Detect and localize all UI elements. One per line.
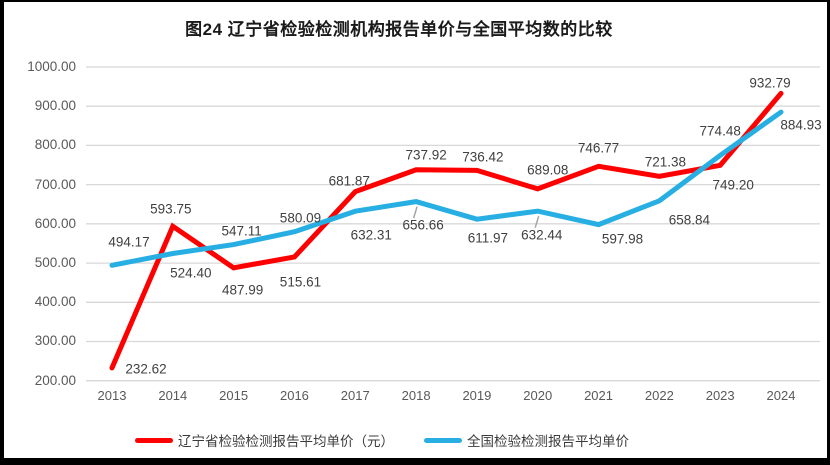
- data-label-series-1: 656.66: [402, 217, 444, 233]
- data-label-series-0: 737.92: [405, 147, 447, 163]
- data-label-series-0: 593.75: [150, 201, 192, 217]
- data-label-series-0: 746.77: [577, 140, 620, 156]
- y-axis-tick-label: 900.00: [34, 98, 76, 114]
- data-label-series-0: 932.79: [749, 75, 791, 91]
- data-label-series-1: 611.97: [467, 230, 509, 246]
- data-label-series-1: 524.40: [170, 265, 212, 281]
- series-line-0: [109, 90, 784, 371]
- data-label-series-0: 232.62: [125, 361, 167, 377]
- x-axis-tick-label: 2021: [584, 388, 613, 403]
- data-label-series-1: 597.98: [601, 231, 644, 247]
- data-label-series-1: 580.09: [279, 210, 322, 226]
- x-axis-tick-label: 2017: [340, 388, 370, 403]
- legend-item-1: 全国检验检测报告平均单价: [424, 430, 629, 450]
- label-leader-line: [412, 206, 418, 219]
- data-label-series-0: 681.87: [328, 173, 370, 189]
- data-label-series-0: 487.99: [221, 282, 264, 298]
- y-axis-tick-label: 1000.00: [27, 59, 76, 74]
- data-label-series-1: 632.31: [350, 227, 392, 243]
- legend-line-swatch: [135, 437, 173, 443]
- y-axis-tick-label: 800.00: [34, 137, 76, 153]
- x-axis-tick-label: 2020: [523, 388, 553, 403]
- x-axis-tick-label: 2018: [401, 388, 431, 403]
- x-axis-tick-label: 2015: [219, 388, 249, 403]
- chart-title: 图24 辽宁省检验检测机构报告单价与全国平均数的比较: [185, 20, 613, 39]
- data-label-series-0: 721.38: [644, 154, 687, 170]
- data-label-series-1: 494.17: [108, 234, 150, 250]
- y-axis-tick-label: 400.00: [34, 294, 76, 310]
- y-axis-tick-label: 200.00: [34, 372, 76, 388]
- legend-label: 辽宁省检验检测报告平均单价（元）: [178, 434, 394, 449]
- x-axis-tick-label: 2023: [705, 388, 735, 403]
- y-axis-tick-label: 600.00: [34, 215, 76, 231]
- data-label-series-0: 749.20: [712, 177, 754, 193]
- data-label-series-1: 774.48: [699, 123, 741, 139]
- legend-item-0: 辽宁省检验检测报告平均单价（元）: [135, 430, 394, 450]
- data-label-series-1: 632.44: [521, 227, 563, 243]
- x-axis-tick-label: 2019: [462, 388, 492, 403]
- data-label-series-1: 547.11: [221, 223, 262, 239]
- label-leader-line: [534, 215, 540, 228]
- x-axis-tick-label: 2016: [279, 388, 309, 403]
- y-axis-tick-label: 500.00: [34, 255, 76, 271]
- x-axis-tick-label: 2014: [158, 388, 188, 403]
- y-axis-tick-label: 700.00: [34, 176, 76, 192]
- legend-label: 全国检验检测报告平均单价: [467, 434, 629, 449]
- data-label-series-1: 884.93: [780, 117, 822, 133]
- chart-legend: 辽宁省检验检测报告平均单价（元） 全国检验检测报告平均单价: [4, 430, 760, 450]
- x-axis-tick-label: 2013: [97, 388, 127, 403]
- legend-line-swatch: [424, 437, 462, 443]
- data-label-series-0: 515.61: [279, 274, 322, 290]
- data-label-series-1: 658.84: [668, 212, 711, 228]
- plot-area: [86, 66, 820, 382]
- data-label-series-0: 689.08: [527, 162, 569, 178]
- data-label-series-0: 736.42: [462, 149, 504, 165]
- x-axis-tick-label: 2024: [766, 388, 796, 403]
- x-axis-tick-label: 2022: [644, 388, 674, 403]
- y-axis-tick-label: 300.00: [34, 333, 76, 349]
- series-line-1: [109, 109, 784, 268]
- gridlines: [86, 66, 820, 382]
